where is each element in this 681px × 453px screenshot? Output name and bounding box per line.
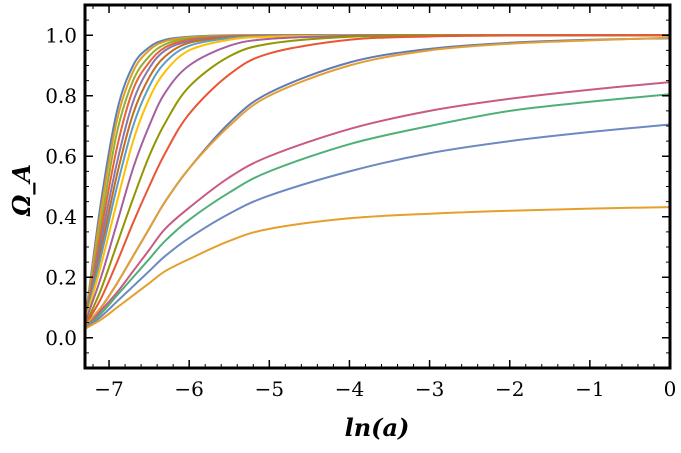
series-line-17 <box>84 206 671 330</box>
x-tick-label: −2 <box>495 377 524 401</box>
series-line-15 <box>84 93 671 330</box>
x-tick-label: −7 <box>94 377 123 401</box>
series-line-10 <box>84 34 670 327</box>
series-line-8 <box>84 34 670 323</box>
y-tick-label: 0.0 <box>45 326 77 350</box>
series-line-3 <box>84 34 670 323</box>
y-tick-label: 0.4 <box>45 205 77 229</box>
x-tick-label: −6 <box>174 377 203 401</box>
x-tick-label: 0 <box>664 377 677 401</box>
series-line-14 <box>84 81 671 330</box>
plot-frame <box>83 3 672 370</box>
series-line-9 <box>84 34 670 323</box>
y-tick-label: 1.0 <box>45 23 77 47</box>
x-tick-labels: −7 −6 −5 −4 −3 −2 −1 0 <box>94 377 676 401</box>
series-line-7 <box>84 34 670 323</box>
series-line-4 <box>84 34 670 323</box>
y-axis-title: Ω_A <box>7 164 36 217</box>
x-tick-label: −3 <box>415 377 444 401</box>
x-tick-label: −5 <box>255 377 284 401</box>
y-tick-label: 0.6 <box>45 144 77 168</box>
series-line-13 <box>84 36 671 327</box>
y-tick-label: 0.2 <box>45 265 77 289</box>
x-tick-label: −4 <box>335 377 364 401</box>
series-line-11 <box>84 34 670 327</box>
series-line-2 <box>84 34 670 323</box>
series-line-5 <box>84 34 670 323</box>
series-line-6 <box>84 34 670 323</box>
series-line-1 <box>84 34 670 323</box>
y-tick-labels: 0.0 0.2 0.4 0.6 0.8 1.0 <box>45 23 77 350</box>
y-tick-label: 0.8 <box>45 84 77 108</box>
series-line-16 <box>84 123 671 330</box>
x-tick-label: −1 <box>575 377 604 401</box>
series-layer <box>84 34 671 330</box>
x-axis-title: ln(a) <box>345 413 410 442</box>
